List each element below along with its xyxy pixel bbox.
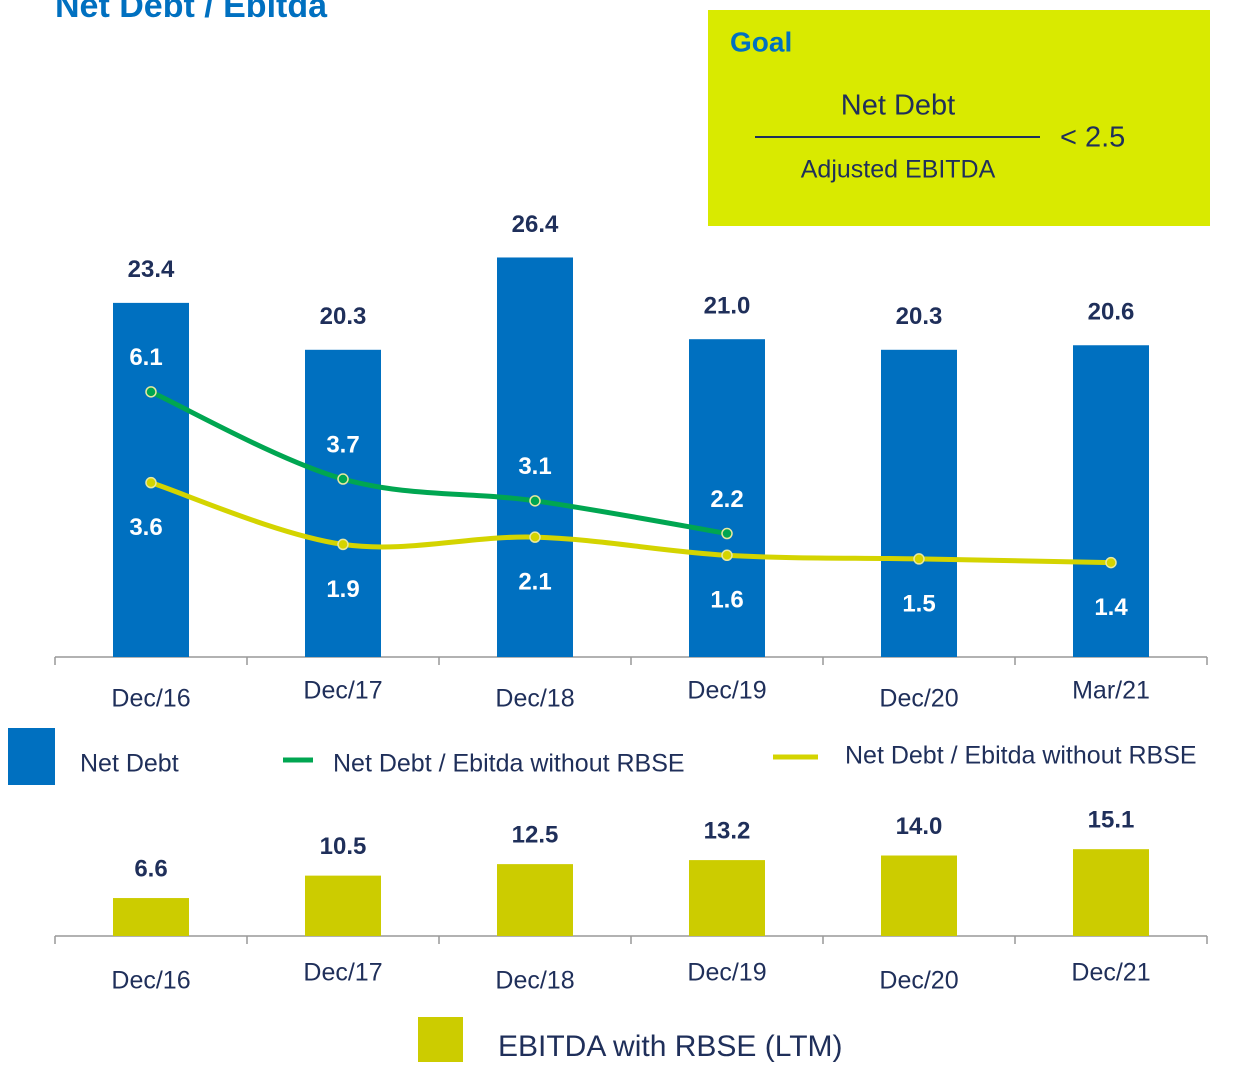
legend-label: Net Debt / Ebitda without RBSE — [845, 742, 1197, 770]
bar — [113, 898, 189, 936]
bar — [305, 349, 381, 657]
goal-title: Goal — [730, 26, 792, 57]
line-point — [529, 495, 541, 507]
line-point — [1105, 556, 1117, 569]
bar-value-label: 23.4 — [128, 256, 175, 283]
x-tick-label: Dec/19 — [687, 677, 766, 705]
bar — [881, 349, 957, 657]
x-tick-label: Dec/18 — [495, 685, 574, 713]
x-tick-label: Dec/19 — [687, 959, 766, 987]
line-point — [337, 473, 349, 485]
line-point — [529, 531, 541, 543]
line-point — [913, 553, 925, 565]
x-tick-label: Dec/17 — [303, 959, 382, 987]
bar — [1073, 849, 1149, 936]
x-tick-label: Mar/21 — [1072, 677, 1150, 705]
x-tick-label: Dec/17 — [303, 677, 382, 705]
bar — [689, 860, 765, 936]
bar — [1073, 345, 1149, 657]
line-value-label: 2.1 — [518, 568, 551, 595]
goal-box — [708, 10, 1210, 226]
bar-value-label: 12.5 — [512, 821, 559, 848]
line-point — [145, 476, 157, 489]
legend-label: EBITDA with RBSE (LTM) — [498, 1030, 843, 1063]
bar-value-label: 10.5 — [320, 833, 367, 860]
line — [150, 480, 1112, 566]
legend-swatch — [418, 1017, 463, 1062]
bar-value-label: 26.4 — [512, 211, 559, 238]
chart-title: Net Debt / Ebitda — [55, 0, 328, 25]
line-point — [721, 527, 733, 540]
bar — [497, 257, 573, 657]
x-tick-label: Dec/16 — [111, 967, 190, 995]
bar — [305, 875, 381, 936]
line-value-label: 3.1 — [518, 453, 551, 480]
bar-value-label: 20.3 — [896, 303, 943, 330]
line — [149, 389, 728, 536]
line-value-label: 3.6 — [129, 514, 162, 541]
x-tick-label: Dec/21 — [1071, 959, 1150, 987]
line-value-label: 2.2 — [710, 486, 743, 513]
bar — [689, 339, 765, 657]
line-point — [721, 549, 733, 562]
goal-denominator: Adjusted EBITDA — [801, 156, 996, 184]
legend-label: Net Debt / Ebitda without RBSE — [333, 750, 685, 778]
legend-label: Net Debt — [80, 750, 179, 778]
legend-swatch — [8, 728, 55, 785]
x-tick-label: Dec/20 — [879, 685, 958, 713]
bar-value-label: 13.2 — [704, 817, 751, 844]
bar-value-label: 21.0 — [704, 293, 751, 320]
line-value-label: 6.1 — [129, 344, 162, 371]
line-value-label: 1.4 — [1094, 594, 1128, 621]
line-point — [337, 538, 349, 551]
x-tick-label: Dec/16 — [111, 685, 190, 713]
bar-value-label: 20.6 — [1088, 299, 1135, 326]
goal-numerator: Net Debt — [841, 90, 955, 122]
line-value-label: 1.6 — [710, 587, 743, 614]
bar-value-label: 6.6 — [134, 855, 167, 882]
line-point — [145, 386, 157, 398]
line-value-label: 1.9 — [326, 576, 359, 603]
bar-value-label: 14.0 — [896, 813, 943, 840]
bar — [497, 864, 573, 936]
x-tick-label: Dec/18 — [495, 967, 574, 995]
bar — [881, 855, 957, 936]
line-value-label: 3.7 — [326, 431, 359, 458]
x-tick-label: Dec/20 — [879, 967, 958, 995]
bar-value-label: 15.1 — [1088, 807, 1135, 834]
bar-value-label: 20.3 — [320, 303, 367, 330]
line-value-label: 1.5 — [902, 590, 935, 617]
goal-condition: < 2.5 — [1060, 122, 1125, 154]
